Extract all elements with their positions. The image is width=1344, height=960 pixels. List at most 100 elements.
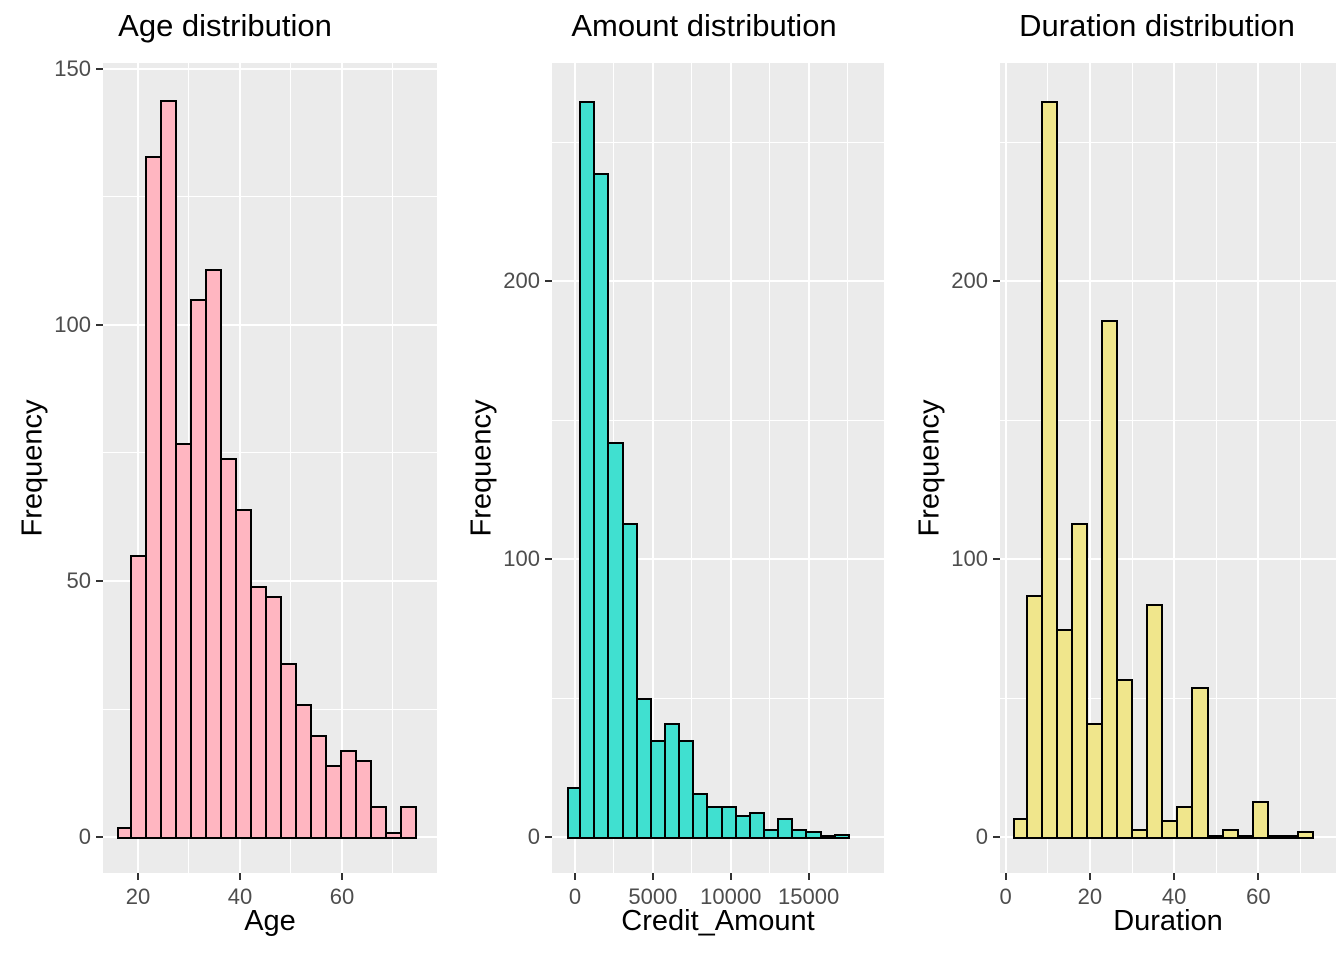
histogram-bar [1297, 831, 1314, 839]
x-tick-mark [1004, 873, 1007, 880]
histogram-bar [1222, 828, 1239, 839]
major-gridline-vertical [729, 63, 732, 873]
minor-gridline-vertical [1300, 63, 1302, 873]
y-tick-label: 50 [66, 568, 91, 593]
histogram-bar-zero [1282, 834, 1299, 839]
x-tick-mark [1088, 873, 1091, 880]
major-gridline-vertical [238, 63, 241, 873]
histogram-bar [622, 523, 638, 839]
minor-gridline-horizontal [1000, 697, 1336, 699]
major-gridline-vertical [651, 63, 654, 873]
y-tick-label: 0 [527, 823, 540, 849]
plot-area-duration [1000, 63, 1336, 873]
major-gridline-vertical [1257, 63, 1260, 873]
histogram-bar [777, 817, 793, 839]
minor-gridline-horizontal [103, 196, 437, 198]
y-tick-mark [993, 280, 1000, 283]
major-gridline-horizontal [103, 67, 437, 70]
minor-gridline-vertical [691, 63, 693, 873]
y-tick-mark [96, 323, 103, 326]
x-tick-label: 20 [125, 884, 151, 909]
minor-gridline-vertical [769, 63, 771, 873]
minor-gridline-horizontal [1000, 419, 1336, 421]
x-tick-label: 0 [568, 884, 582, 909]
histogram-bar [678, 739, 694, 839]
major-gridline-horizontal [1000, 280, 1336, 283]
histogram-bar-zero [1237, 834, 1254, 839]
histogram-bar [400, 806, 417, 839]
y-axis-label-age: Frequency [16, 399, 49, 537]
y-tick-label: 0 [78, 824, 91, 849]
histogram-bar [370, 806, 387, 839]
minor-gridline-vertical [847, 63, 849, 873]
x-tick-mark [238, 873, 241, 880]
histogram-bar [1191, 686, 1209, 839]
major-gridline-vertical [807, 63, 810, 873]
x-axis-label-age: Age [244, 905, 296, 937]
histogram-bar-zero [820, 834, 836, 839]
y-tick-label: 200 [951, 268, 988, 294]
y-tick-label: 100 [951, 546, 988, 572]
plot-area-amount [552, 63, 884, 873]
y-tick-label: 0 [975, 823, 988, 849]
histogram-bar-zero [1267, 834, 1284, 839]
y-tick-label: 150 [54, 55, 91, 81]
x-tick-label: 60 [1246, 884, 1271, 909]
major-gridline-vertical [1088, 63, 1091, 873]
x-tick-label: 0 [999, 884, 1012, 909]
x-tick-mark [729, 873, 732, 880]
x-tick-label: 40 [1161, 884, 1187, 909]
y-tick-mark [96, 67, 103, 70]
x-axis-label-duration: Duration [1113, 905, 1223, 937]
x-tick-label: 20 [1077, 884, 1103, 909]
y-tick-mark [96, 580, 103, 582]
y-tick-mark [993, 558, 1000, 561]
minor-gridline-vertical [1131, 63, 1133, 873]
major-gridline-vertical [1004, 63, 1007, 873]
histogram-bar [355, 760, 372, 839]
histogram-bar [1071, 523, 1088, 839]
y-tick-mark [545, 558, 552, 561]
y-tick-mark [545, 280, 552, 283]
x-tick-label: 15000 [778, 884, 840, 909]
minor-gridline-horizontal [552, 419, 884, 421]
x-tick-label: 60 [329, 884, 355, 909]
major-gridline-horizontal [1000, 558, 1336, 561]
panel-title-amount: Amount distribution [571, 8, 837, 43]
histogram-bar [1146, 603, 1163, 839]
y-tick-mark [96, 836, 103, 838]
minor-gridline-vertical [1215, 63, 1217, 873]
major-gridline-vertical [1173, 63, 1176, 873]
minor-gridline-vertical [392, 63, 394, 873]
x-tick-mark [340, 873, 343, 880]
x-tick-mark [136, 873, 139, 880]
x-tick-mark [807, 873, 810, 880]
major-gridline-vertical [340, 63, 343, 873]
histogram-bar [1252, 800, 1269, 839]
x-tick-label: 10000 [700, 884, 762, 909]
histogram-bar-zero [1207, 834, 1224, 839]
x-tick-mark [1173, 873, 1176, 880]
panel-title-age: Age distribution [118, 8, 332, 43]
major-gridline-vertical [573, 63, 576, 873]
x-axis-label-amount: Credit_Amount [621, 905, 815, 937]
minor-gridline-horizontal [103, 452, 437, 454]
y-tick-mark [545, 835, 552, 838]
histogram-bar [834, 834, 850, 839]
y-tick-label: 200 [503, 268, 540, 294]
y-axis-label-duration: Frequency [913, 399, 946, 537]
minor-gridline-vertical [290, 63, 292, 873]
x-tick-mark [573, 873, 576, 880]
major-gridline-horizontal [103, 323, 437, 326]
minor-gridline-horizontal [1000, 141, 1336, 143]
histogram-bar [1101, 320, 1118, 839]
major-gridline-horizontal [552, 280, 884, 283]
x-tick-mark [1257, 873, 1260, 880]
panel-title-duration: Duration distribution [1019, 8, 1295, 43]
y-tick-label: 100 [54, 311, 91, 337]
y-axis-label-amount: Frequency [465, 399, 498, 537]
histogram-bar [1041, 100, 1058, 839]
x-tick-mark [651, 873, 654, 880]
major-gridline-horizontal [552, 558, 884, 561]
